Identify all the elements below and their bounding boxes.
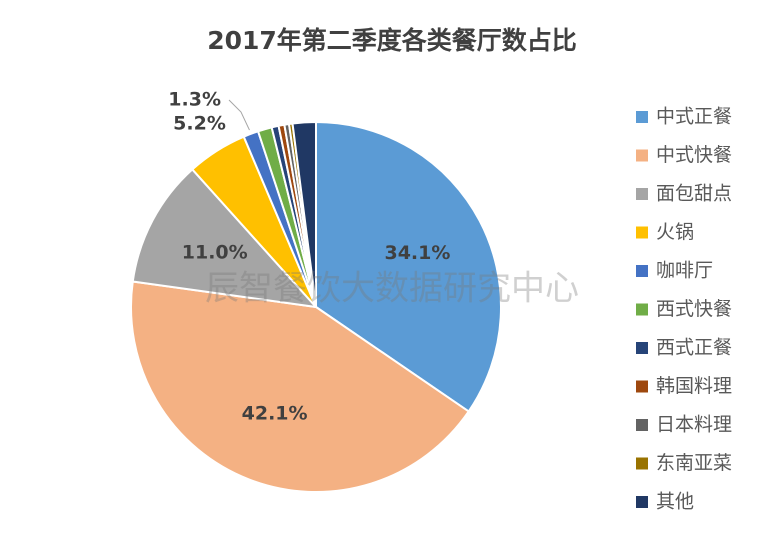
legend-swatch [636, 265, 648, 277]
legend-swatch [636, 149, 648, 162]
leader-line [228, 99, 250, 131]
legend-label: 面包甜点 [656, 183, 732, 205]
legend-label: 中式正餐 [656, 106, 732, 128]
legend-label: 火锅 [656, 221, 694, 243]
legend-swatch [636, 342, 648, 354]
watermark: 辰智餐饮大数据研究中心 [205, 269, 579, 309]
data-label: 11.0% [182, 242, 248, 264]
legend-label: 东南亚菜 [656, 452, 732, 474]
legend-swatch [636, 303, 648, 316]
data-label: 34.1% [384, 242, 450, 264]
pie-slice [291, 120, 317, 308]
legend-swatch [636, 188, 648, 200]
legend-swatch [636, 226, 648, 239]
pie-slice [315, 120, 502, 413]
legend-label: 韩国料理 [656, 375, 732, 397]
legend-swatch [636, 457, 648, 470]
legend-label: 咖啡厅 [656, 260, 713, 282]
legend-label: 日本料理 [656, 414, 732, 436]
legend-label: 中式快餐 [656, 144, 732, 166]
pie-slice [130, 280, 471, 493]
pie-slice [131, 167, 319, 309]
legend-swatch [636, 496, 648, 508]
legend-swatch [636, 419, 648, 431]
legend-swatch [636, 111, 648, 123]
legend-label: 西式正餐 [656, 337, 732, 359]
data-label: 5.2% [173, 112, 226, 134]
data-label: 42.1% [242, 402, 308, 424]
pie [130, 120, 502, 493]
legend-swatch [636, 380, 648, 393]
chart-title: 2017年第二季度各类餐厅数占比 [207, 26, 577, 55]
legend-label: 其他 [656, 491, 694, 513]
legend-label: 西式快餐 [656, 298, 732, 320]
data-label: 1.3% [168, 89, 221, 111]
